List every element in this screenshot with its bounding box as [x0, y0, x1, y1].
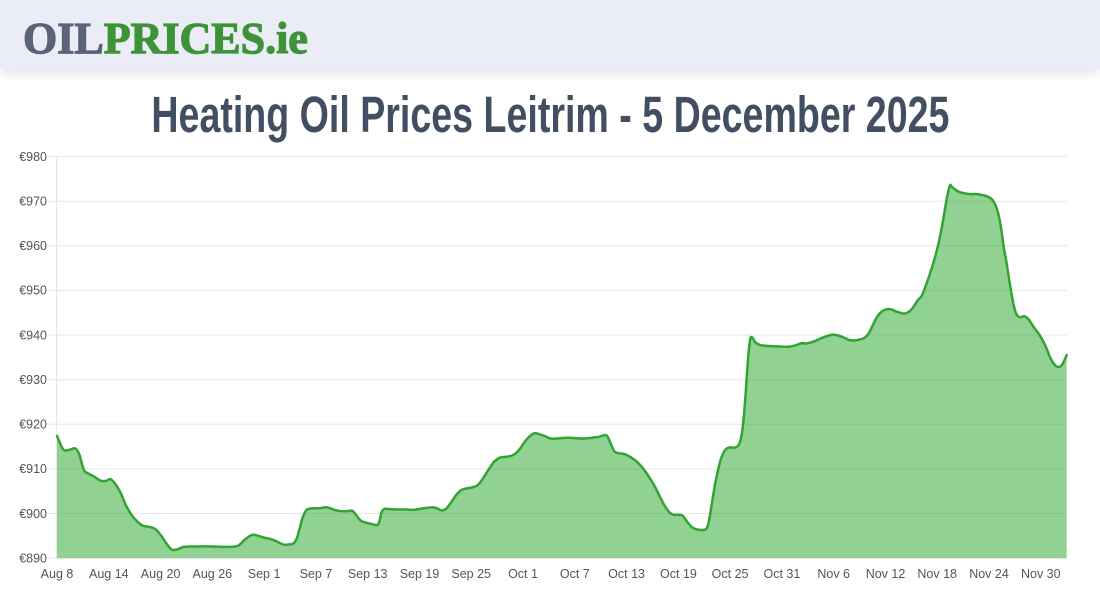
- svg-text:Aug 8: Aug 8: [41, 567, 74, 581]
- svg-text:€940: €940: [19, 328, 47, 342]
- svg-text:Nov 18: Nov 18: [917, 567, 957, 581]
- svg-text:Sep 19: Sep 19: [400, 567, 440, 581]
- svg-text:Nov 6: Nov 6: [817, 567, 850, 581]
- svg-text:Sep 25: Sep 25: [451, 567, 491, 581]
- svg-text:Sep 13: Sep 13: [348, 567, 388, 581]
- svg-text:€930: €930: [19, 373, 47, 387]
- svg-text:Nov 24: Nov 24: [969, 567, 1009, 581]
- svg-text:Nov 12: Nov 12: [866, 567, 906, 581]
- svg-text:€980: €980: [19, 150, 47, 164]
- svg-text:€960: €960: [19, 239, 47, 253]
- svg-text:Aug 20: Aug 20: [141, 567, 181, 581]
- svg-text:€890: €890: [19, 551, 47, 565]
- svg-text:Oct 25: Oct 25: [712, 567, 749, 581]
- svg-text:Aug 14: Aug 14: [89, 567, 129, 581]
- svg-text:Sep 7: Sep 7: [300, 567, 333, 581]
- svg-text:€900: €900: [19, 507, 47, 521]
- svg-text:€950: €950: [19, 284, 47, 298]
- svg-text:Oct 19: Oct 19: [660, 567, 697, 581]
- svg-text:€920: €920: [19, 418, 47, 432]
- svg-text:Oct 31: Oct 31: [763, 567, 800, 581]
- svg-text:€910: €910: [19, 462, 47, 476]
- svg-text:Oct 1: Oct 1: [508, 567, 538, 581]
- svg-text:€970: €970: [19, 195, 47, 209]
- svg-text:Oct 7: Oct 7: [560, 567, 590, 581]
- svg-text:Oct 13: Oct 13: [608, 567, 645, 581]
- svg-text:Aug 26: Aug 26: [192, 567, 232, 581]
- svg-text:Sep 1: Sep 1: [248, 567, 281, 581]
- svg-text:Nov 30: Nov 30: [1021, 567, 1061, 581]
